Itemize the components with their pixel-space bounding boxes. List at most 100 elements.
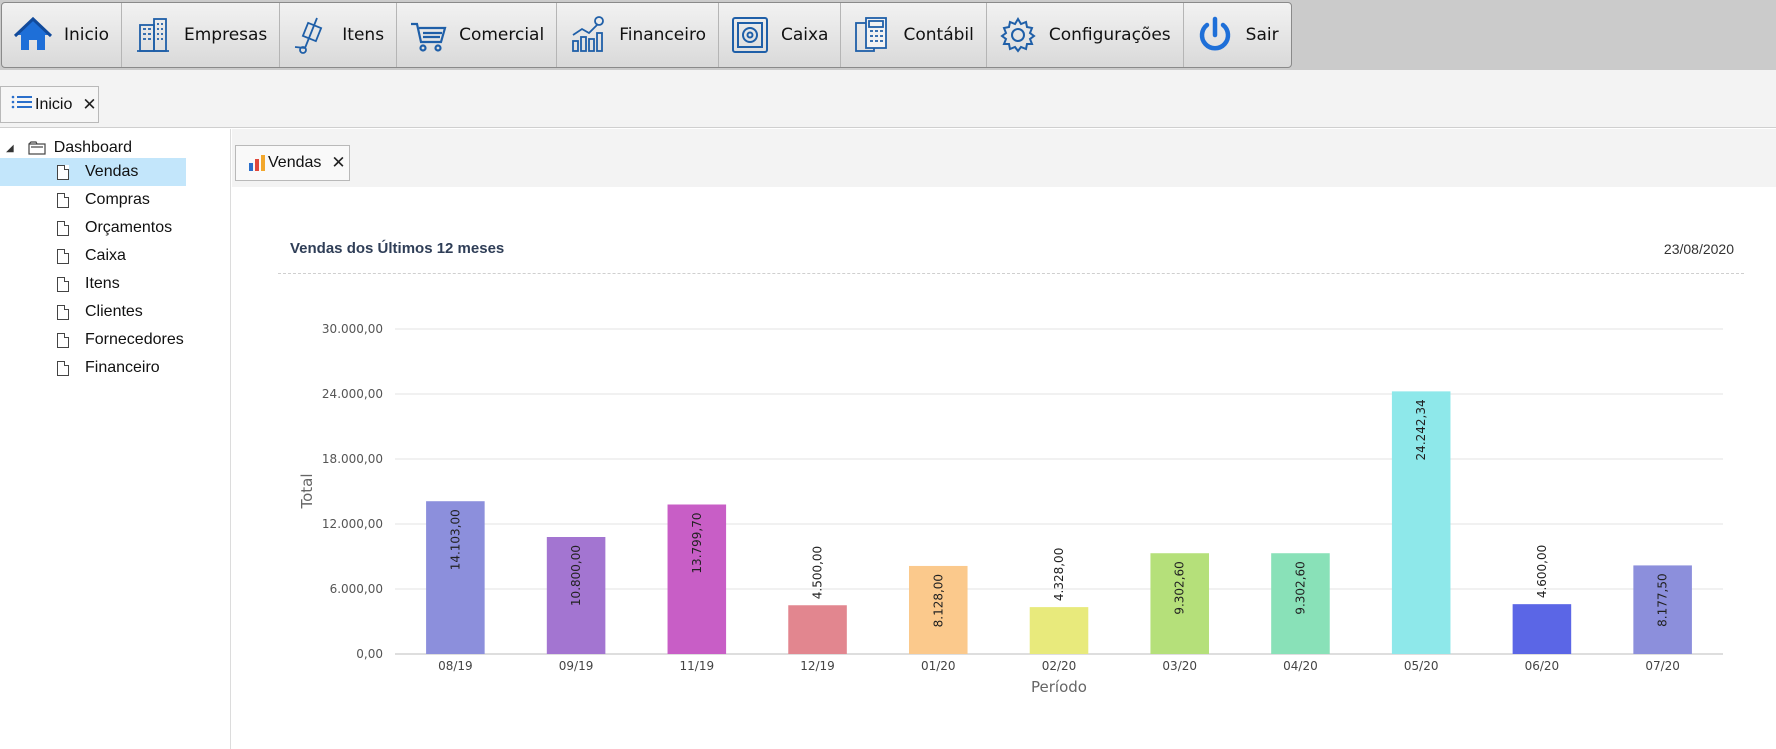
- tree-item-label: Itens: [85, 275, 120, 292]
- home-icon: [12, 14, 54, 56]
- bar: [788, 605, 847, 654]
- main-tab-strip: Inicio ✕: [0, 70, 1776, 128]
- document-icon: [57, 164, 69, 180]
- y-tick-label: 6.000,00: [330, 582, 383, 596]
- menu-configuracoes[interactable]: Configurações: [987, 3, 1184, 67]
- menu-label: Empresas: [183, 25, 268, 45]
- finance-chart-icon: [567, 14, 609, 56]
- chart-title: Vendas dos Últimos 12 meses: [290, 240, 505, 257]
- bar: [1271, 553, 1330, 654]
- header-divider: [278, 273, 1744, 274]
- document-icon: [57, 248, 69, 264]
- collapse-caret-icon[interactable]: ◢: [6, 142, 14, 154]
- menu-label: Comercial: [459, 25, 545, 45]
- x-tick-label: 03/20: [1162, 659, 1197, 673]
- bar-value-label: 4.500,00: [811, 546, 825, 599]
- menu-label: Caixa: [780, 25, 829, 45]
- bar: [546, 537, 606, 654]
- tree-item-label: Financeiro: [85, 359, 160, 376]
- menu-itens[interactable]: Itens: [280, 3, 398, 67]
- y-axis-title: Total: [298, 473, 316, 509]
- tree-item-label: Orçamentos: [85, 219, 173, 236]
- tree-item-label: Fornecedores: [85, 331, 184, 348]
- bar-value-label: 24.242,34: [1414, 399, 1428, 460]
- tree-root-dashboard[interactable]: ◢ Dashboard: [6, 136, 132, 160]
- tree-item-orcamentos[interactable]: Orçamentos: [0, 214, 186, 242]
- menu-contabil[interactable]: Contábil: [841, 3, 987, 67]
- close-icon[interactable]: ✕: [82, 94, 97, 114]
- bar-value-label: 4.600,00: [1535, 545, 1549, 598]
- document-icon: [57, 192, 69, 208]
- bar-chart-icon: [248, 154, 266, 172]
- x-tick-label: 01/20: [921, 659, 956, 673]
- menu-label: Financeiro: [619, 25, 706, 45]
- power-icon: [1194, 14, 1236, 56]
- tree-item-compras[interactable]: Compras: [0, 186, 186, 214]
- tree-item-vendas[interactable]: Vendas: [0, 158, 186, 186]
- bar: [1512, 604, 1572, 654]
- tab-label: Inicio: [35, 95, 73, 113]
- sidebar-tree: ◢ Dashboard Vendas Compras Orçamentos Ca…: [0, 129, 231, 749]
- y-tick-label: 18.000,00: [322, 452, 383, 466]
- document-icon: [57, 332, 69, 348]
- document-icon: [57, 360, 69, 376]
- tree-item-caixa[interactable]: Caixa: [0, 242, 186, 270]
- x-tick-label: 09/19: [559, 659, 594, 673]
- x-tick-label: 12/19: [800, 659, 835, 673]
- shopping-cart-icon: [407, 14, 449, 56]
- content-tab-strip: [232, 129, 1776, 187]
- safe-icon: [729, 14, 771, 56]
- menu-label: Sair: [1245, 25, 1279, 45]
- tree-item-label: Caixa: [85, 247, 126, 264]
- folder-icon: [28, 141, 46, 155]
- bar-value-label: 9.302,60: [1173, 561, 1187, 614]
- tree-item-clientes[interactable]: Clientes: [0, 298, 186, 326]
- bar: [908, 565, 968, 654]
- tree-item-financeiro[interactable]: Financeiro: [0, 354, 186, 382]
- bar-value-label: 8.128,00: [931, 574, 945, 627]
- tree-item-label: Compras: [85, 191, 150, 208]
- x-tick-label: 11/19: [680, 659, 715, 673]
- close-icon[interactable]: ✕: [331, 153, 346, 172]
- chart-date: 23/08/2020: [1663, 241, 1734, 257]
- gear-icon: [997, 14, 1039, 56]
- bar-value-label: 9.302,60: [1293, 561, 1307, 614]
- bar: [1633, 565, 1692, 654]
- main-menu: Inicio Empresas Itens Comercial Financei…: [1, 2, 1292, 68]
- bar: [667, 504, 727, 654]
- tab-vendas[interactable]: Vendas ✕: [235, 145, 350, 181]
- bar: [1029, 607, 1089, 654]
- menu-empresas[interactable]: Empresas: [122, 3, 281, 67]
- bar: [1391, 391, 1451, 654]
- bar-value-label: 14.103,00: [448, 509, 462, 570]
- x-tick-label: 07/20: [1645, 659, 1680, 673]
- menu-inicio[interactable]: Inicio: [2, 3, 122, 67]
- menu-label: Inicio: [64, 25, 109, 45]
- menu-caixa[interactable]: Caixa: [719, 3, 842, 67]
- menu-comercial[interactable]: Comercial: [397, 3, 558, 67]
- top-menu-bar: Inicio Empresas Itens Comercial Financei…: [0, 0, 1776, 70]
- tab-label: Vendas: [268, 154, 322, 171]
- y-tick-label: 24.000,00: [322, 387, 383, 401]
- menu-sair[interactable]: Sair: [1184, 3, 1291, 67]
- tree-item-label: Vendas: [85, 163, 139, 180]
- menu-label: Contábil: [903, 25, 974, 45]
- x-tick-label: 05/20: [1404, 659, 1439, 673]
- tree-item-fornecedores[interactable]: Fornecedores: [0, 326, 186, 354]
- menu-label: Itens: [342, 25, 385, 45]
- document-icon: [57, 304, 69, 320]
- y-tick-label: 30.000,00: [322, 322, 383, 336]
- tree-item-label: Clientes: [85, 303, 143, 320]
- bar-value-label: 10.800,00: [569, 545, 583, 606]
- menu-financeiro[interactable]: Financeiro: [557, 3, 719, 67]
- list-icon: [11, 94, 33, 115]
- x-axis-title: Período: [1031, 678, 1087, 696]
- y-tick-label: 0,00: [356, 647, 383, 661]
- x-tick-label: 02/20: [1042, 659, 1077, 673]
- tree-item-itens[interactable]: Itens: [0, 270, 186, 298]
- menu-label: Configurações: [1048, 25, 1171, 45]
- y-tick-label: 12.000,00: [322, 517, 383, 531]
- x-tick-label: 08/19: [438, 659, 473, 673]
- tab-inicio[interactable]: Inicio ✕: [0, 86, 99, 123]
- bar-value-label: 4.328,00: [1052, 548, 1066, 601]
